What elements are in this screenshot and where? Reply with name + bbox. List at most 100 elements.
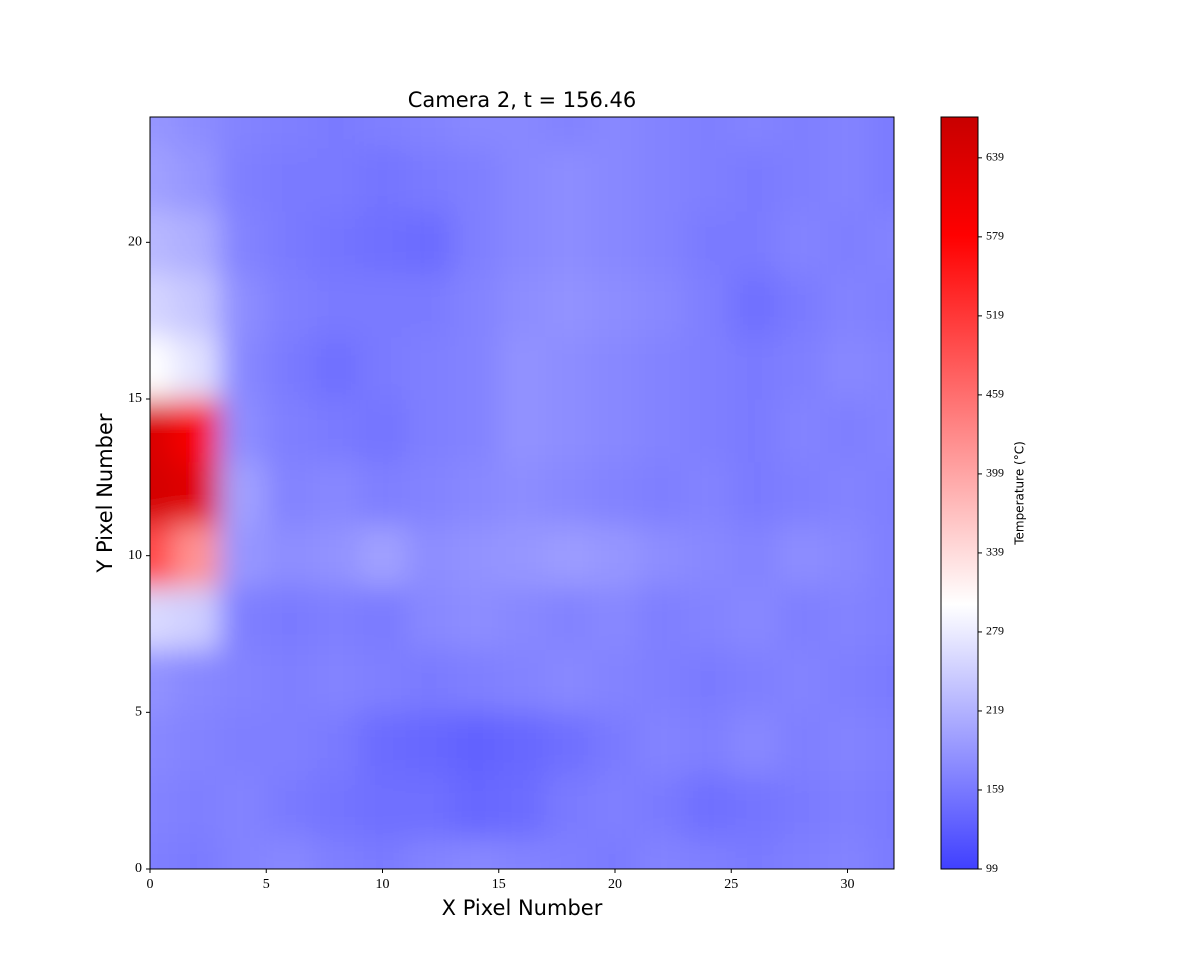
heat-cell — [638, 524, 686, 588]
heat-cell — [312, 399, 360, 463]
heat-cell — [638, 148, 686, 212]
heat-cell — [312, 712, 360, 776]
heat-cell — [405, 461, 453, 525]
heat-cell — [405, 524, 453, 588]
heat-cell — [150, 336, 174, 400]
heat-cell — [173, 336, 221, 400]
heat-cell — [359, 775, 407, 839]
heat-cell — [405, 117, 453, 149]
heat-cell — [731, 587, 779, 651]
heat-cell — [173, 211, 221, 275]
heat-cell — [452, 837, 500, 869]
heat-cell — [591, 524, 639, 588]
heat-cell — [870, 211, 894, 275]
heat-cell — [498, 649, 546, 713]
heat-cell — [150, 837, 174, 869]
heat-cell — [219, 399, 267, 463]
heat-cell — [452, 649, 500, 713]
heat-cell — [545, 148, 593, 212]
heat-cell — [591, 587, 639, 651]
heat-cell — [312, 775, 360, 839]
heat-cell — [777, 399, 825, 463]
heat-cell — [870, 524, 894, 588]
heat-cell — [638, 461, 686, 525]
plot-frame — [149, 116, 895, 870]
heat-cell — [312, 148, 360, 212]
heat-cell — [591, 336, 639, 400]
heat-cell — [591, 837, 639, 869]
heat-cell — [777, 712, 825, 776]
heat-cell — [266, 837, 314, 869]
heat-cell — [498, 837, 546, 869]
y-tick-label: 20 — [128, 235, 142, 250]
heat-cell — [173, 399, 221, 463]
heat-cell — [684, 399, 732, 463]
colorbar-tick-label: 639 — [986, 150, 1004, 164]
heat-cell — [731, 524, 779, 588]
heat-cell — [312, 461, 360, 525]
heat-cell — [824, 837, 872, 869]
heat-cell — [266, 775, 314, 839]
heat-cell — [150, 649, 174, 713]
heat-cell — [150, 461, 174, 525]
heat-cell — [870, 117, 894, 149]
heat-cell — [359, 336, 407, 400]
heat-cell — [731, 117, 779, 149]
heat-cell — [173, 837, 221, 869]
heat-cell — [219, 211, 267, 275]
heat-cell — [684, 117, 732, 149]
x-tick-label: 10 — [376, 877, 390, 892]
heat-cell — [266, 649, 314, 713]
plot-area — [150, 117, 894, 869]
heat-cell — [731, 775, 779, 839]
heat-cell — [219, 649, 267, 713]
heat-cell — [150, 211, 174, 275]
heat-cell — [359, 587, 407, 651]
heat-cell — [150, 399, 174, 463]
heat-cell — [150, 712, 174, 776]
heat-cell — [498, 211, 546, 275]
heat-cell — [824, 587, 872, 651]
heat-cell — [870, 399, 894, 463]
heat-cell — [150, 524, 174, 588]
heat-cell — [545, 775, 593, 839]
heat-cell — [545, 461, 593, 525]
heat-cell — [312, 336, 360, 400]
heat-cell — [684, 461, 732, 525]
heat-cell — [359, 461, 407, 525]
heat-cell — [777, 211, 825, 275]
heat-cell — [173, 587, 221, 651]
y-tick-label: 5 — [135, 705, 142, 720]
heat-cell — [266, 524, 314, 588]
heat-cell — [266, 336, 314, 400]
heat-cell — [498, 148, 546, 212]
heat-cell — [219, 775, 267, 839]
heat-cell — [498, 336, 546, 400]
heat-cell — [870, 148, 894, 212]
y-tick-label: 15 — [128, 391, 142, 406]
heat-cell — [870, 587, 894, 651]
heat-cell — [219, 524, 267, 588]
heat-cell — [591, 712, 639, 776]
heat-cell — [498, 461, 546, 525]
heat-cell — [870, 273, 894, 337]
heat-cell — [173, 117, 221, 149]
heat-cell — [150, 273, 174, 337]
heat-cell — [219, 837, 267, 869]
heat-cell — [684, 587, 732, 651]
heat-cell — [591, 211, 639, 275]
heat-cell — [638, 211, 686, 275]
heat-cell — [684, 712, 732, 776]
heat-cell — [452, 148, 500, 212]
heat-cell — [591, 399, 639, 463]
x-tick-label: 30 — [841, 877, 855, 892]
heat-cell — [359, 524, 407, 588]
heat-cell — [312, 211, 360, 275]
heat-cell — [150, 775, 174, 839]
heat-cell — [312, 273, 360, 337]
heat-cell — [498, 587, 546, 651]
heat-cell — [452, 336, 500, 400]
heat-cell — [638, 273, 686, 337]
heat-cell — [405, 336, 453, 400]
